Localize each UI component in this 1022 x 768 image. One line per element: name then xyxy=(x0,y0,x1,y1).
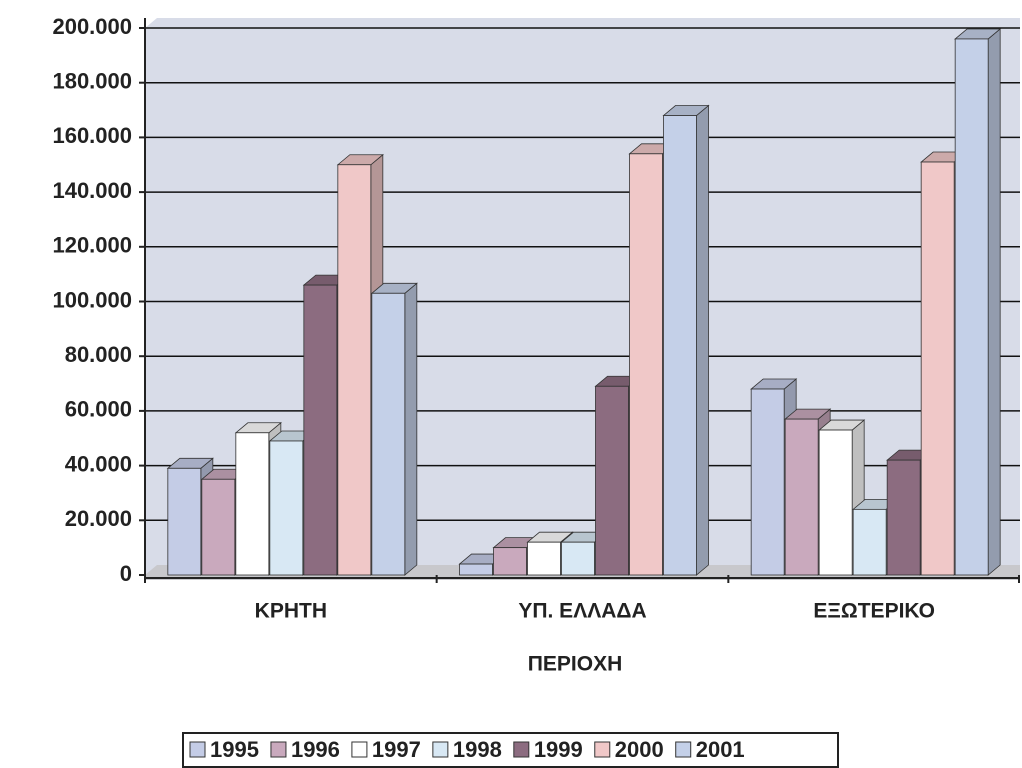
legend-label: 1997 xyxy=(372,737,421,762)
legend-label: 2001 xyxy=(696,737,745,762)
legend-label: 1998 xyxy=(453,737,502,762)
bar xyxy=(561,541,595,576)
x-tick-label: ΥΠ. ΕΛΛΑΔΑ xyxy=(518,600,646,623)
legend-swatch xyxy=(270,741,287,758)
legend-label: 1995 xyxy=(210,737,259,762)
bar-side xyxy=(696,104,709,576)
legend-swatch xyxy=(432,741,449,758)
bar xyxy=(663,115,697,576)
bar xyxy=(337,164,372,576)
bar xyxy=(920,161,955,576)
legend-label: 1996 xyxy=(291,737,340,762)
y-tick-label: 0 xyxy=(120,561,132,586)
bar xyxy=(629,153,663,576)
bar xyxy=(235,432,270,576)
legend-swatch xyxy=(351,741,368,758)
y-tick-label: 200.000 xyxy=(52,14,132,39)
y-tick-label: 120.000 xyxy=(52,233,132,258)
bar xyxy=(493,547,527,576)
legend-swatch xyxy=(675,741,692,758)
bar xyxy=(595,385,629,576)
bar xyxy=(818,429,853,576)
bar xyxy=(371,292,406,576)
legend-swatch xyxy=(594,741,611,758)
y-tick-label: 40.000 xyxy=(65,451,132,476)
y-tick-label: 60.000 xyxy=(65,397,132,422)
y-tick-label: 160.000 xyxy=(52,123,132,148)
bar xyxy=(303,284,338,576)
legend-swatch xyxy=(189,741,206,758)
bar-side xyxy=(404,282,418,576)
legend-box xyxy=(182,732,839,768)
x-tick-label: ΕΞΩΤΕΡΙΚΟ xyxy=(813,600,935,623)
y-tick-label: 180.000 xyxy=(52,69,132,94)
y-tick-label: 20.000 xyxy=(65,506,132,531)
x-axis-title: ΠΕΡΙΟΧΗ xyxy=(528,653,623,676)
legend-label: 1999 xyxy=(534,737,583,762)
bar xyxy=(167,467,202,576)
y-tick-label: 140.000 xyxy=(52,178,132,203)
bar xyxy=(201,478,236,576)
legend-label: 2000 xyxy=(615,737,664,762)
y-tick-label: 80.000 xyxy=(65,342,132,367)
bar xyxy=(527,541,561,576)
y-tick-label: 100.000 xyxy=(52,287,132,312)
legend-swatch xyxy=(513,741,530,758)
x-tick-label: ΚΡΗΤΗ xyxy=(255,600,327,623)
bar xyxy=(954,38,989,576)
bar xyxy=(886,459,921,576)
bar xyxy=(852,508,887,576)
bar xyxy=(459,563,493,576)
bar-side xyxy=(987,28,1001,576)
bar xyxy=(750,388,785,576)
bar xyxy=(269,440,304,576)
bar xyxy=(784,418,819,576)
